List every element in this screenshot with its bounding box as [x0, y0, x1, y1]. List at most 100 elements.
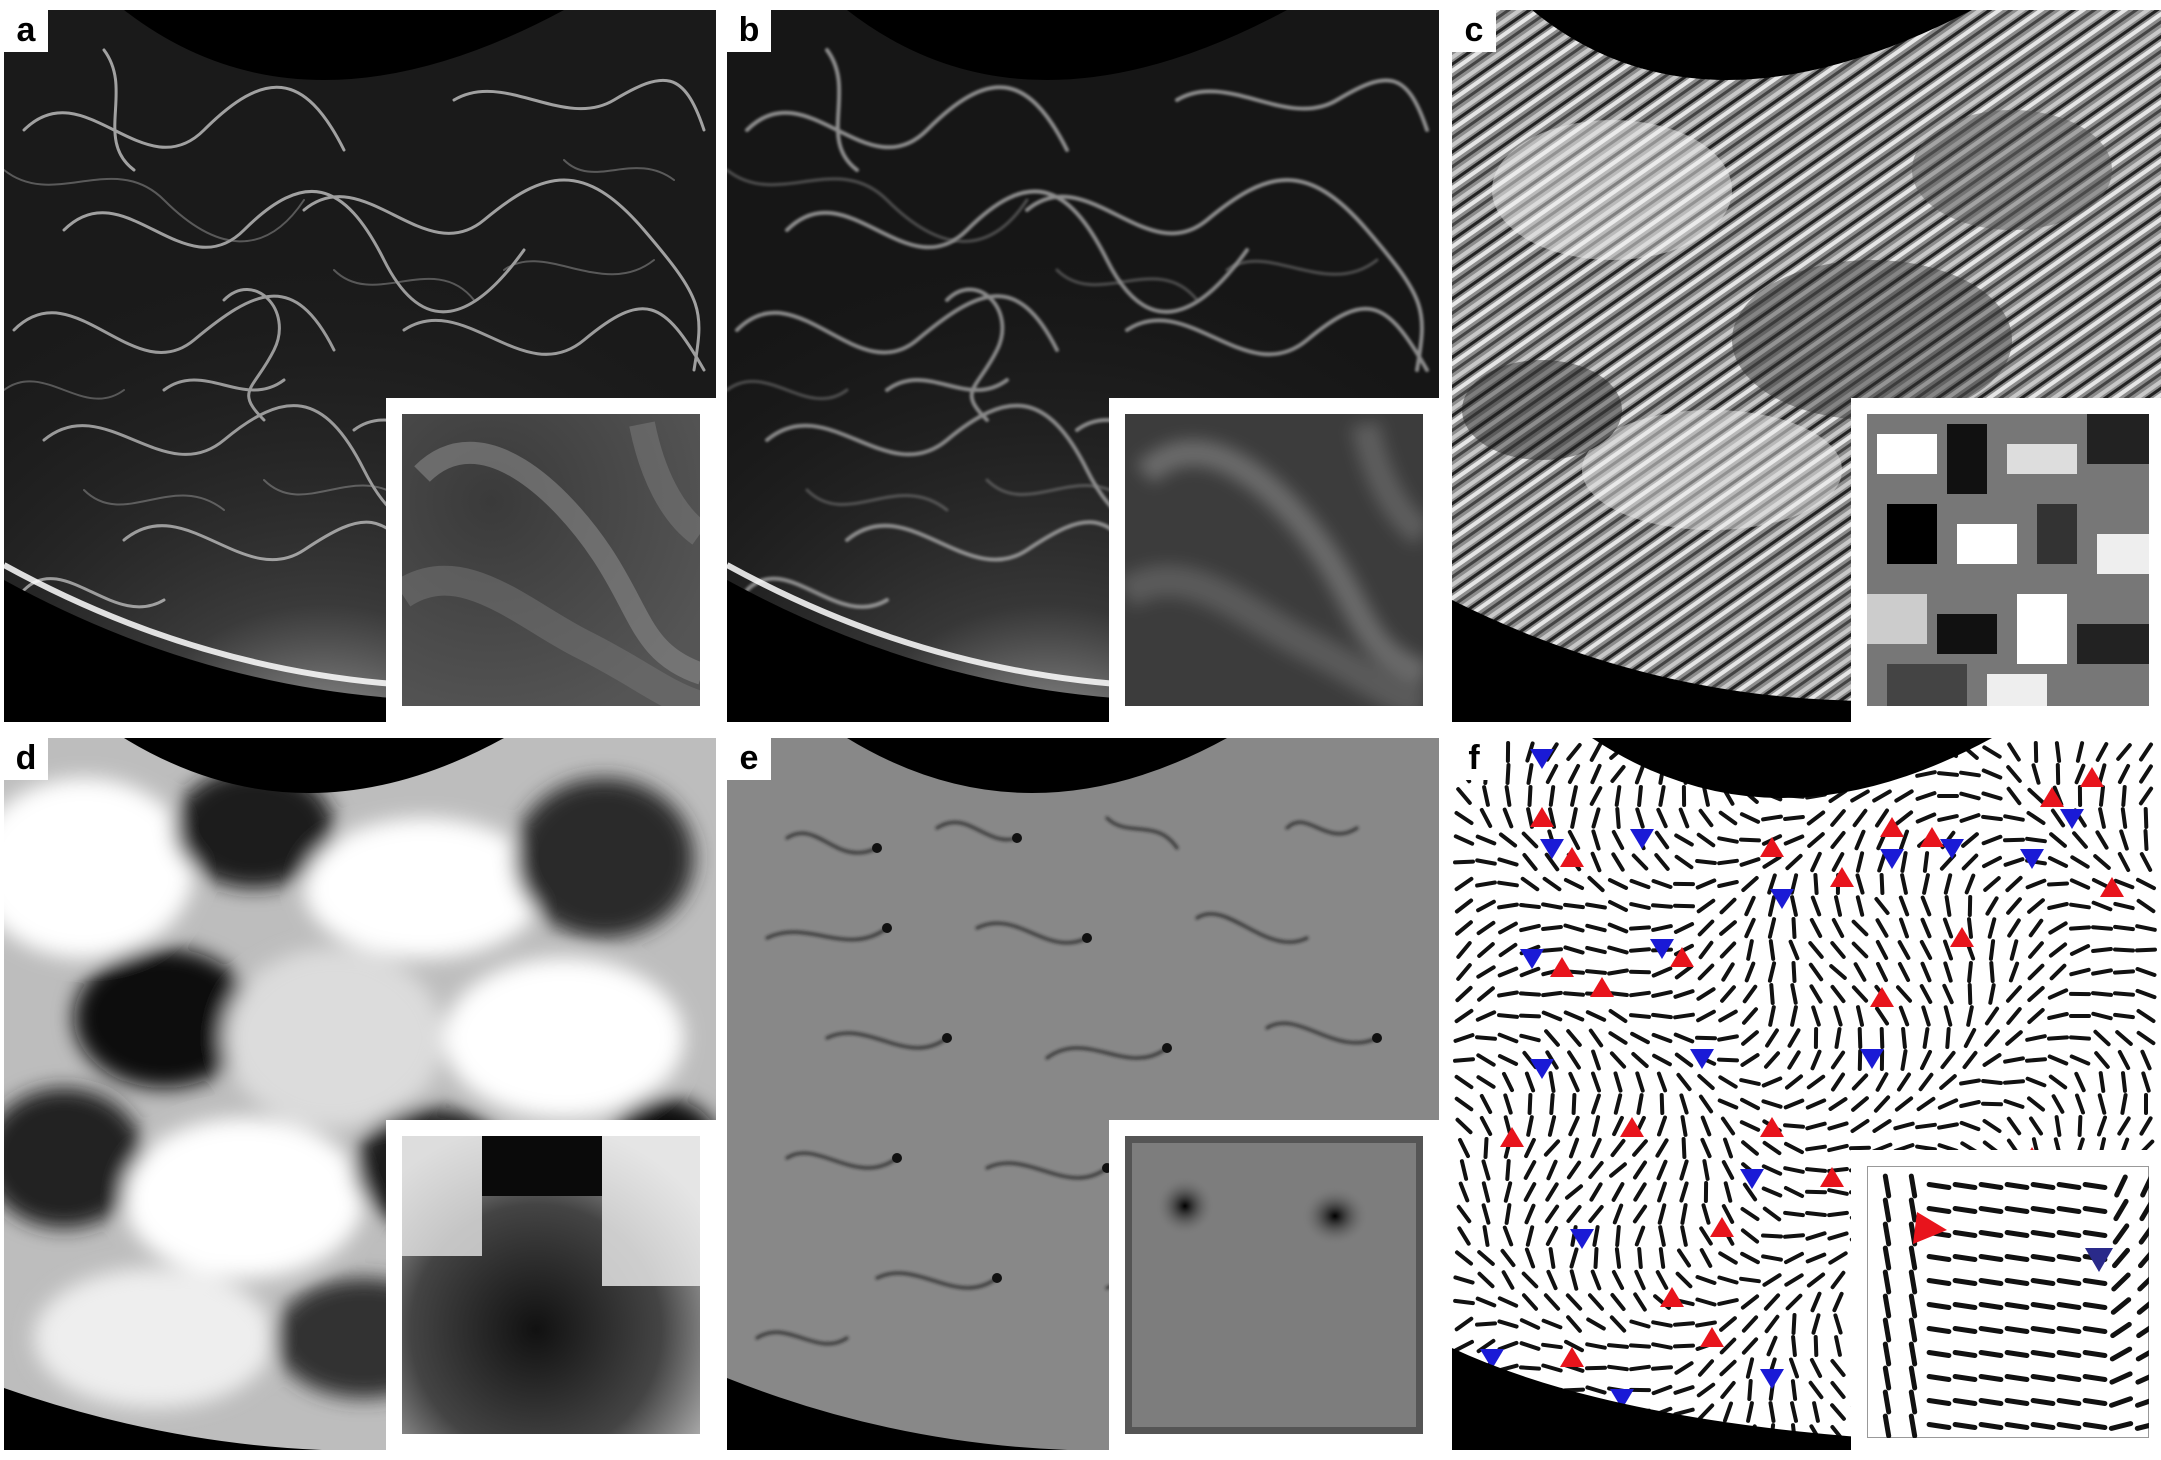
director-segment — [1526, 1115, 1534, 1137]
director-segment — [1981, 814, 2003, 822]
director-segment — [1475, 1035, 1497, 1041]
director-segment — [1673, 1012, 1695, 1020]
director-segment — [2117, 1050, 2131, 1070]
director-segment — [1721, 1160, 1735, 1180]
director-segment — [1497, 1013, 1519, 1019]
director-segment — [1633, 1160, 1647, 1180]
director-segment — [2140, 1049, 2152, 1071]
director-segment — [1943, 873, 1953, 895]
inset-director-segment — [2110, 1321, 2132, 1339]
director-segment — [2139, 764, 2153, 784]
director-segment — [1521, 831, 1539, 849]
director-segment — [1632, 1139, 1648, 1157]
director-segment — [1590, 1269, 1602, 1291]
director-segment — [1740, 1207, 1760, 1221]
director-segment — [1720, 1381, 1736, 1399]
positive-defect-marker — [1660, 1287, 1684, 1307]
inset-director-segment — [2030, 1278, 2056, 1286]
director-segment — [1590, 1137, 1602, 1159]
director-segment — [1901, 1027, 1907, 1049]
director-segment — [1746, 1401, 1754, 1423]
director-segment — [1610, 1138, 1626, 1158]
director-segment — [1675, 1271, 1693, 1289]
director-segment — [1791, 961, 1797, 983]
inset-director-segment — [1908, 1197, 1918, 1223]
director-segment — [1612, 1115, 1624, 1137]
director-segment — [2048, 942, 2068, 958]
director-segment — [1806, 810, 1826, 826]
director-segment — [1635, 1071, 1645, 1093]
negative-defect-marker — [2020, 849, 2044, 869]
director-segment — [1591, 1115, 1601, 1137]
director-segment — [1497, 857, 1519, 867]
inset-director-segment — [1926, 1302, 1952, 1310]
director-segment — [1719, 1359, 1737, 1377]
director-segment — [1615, 807, 1621, 829]
director-segment — [2007, 918, 2021, 938]
director-segment — [1966, 1005, 1974, 1027]
inset-director-segment — [1882, 1389, 1892, 1415]
director-segment — [2027, 1096, 2045, 1112]
director-segment — [1608, 900, 1628, 912]
director-segment — [1717, 858, 1739, 866]
director-segment — [1567, 764, 1581, 784]
inset-director-segment — [1978, 1398, 2004, 1406]
director-segment — [2138, 786, 2154, 806]
director-segment — [1651, 1012, 1673, 1020]
director-segment — [1791, 1313, 1797, 1335]
director-segment — [1740, 1097, 1760, 1111]
positive-defect-marker — [1710, 1217, 1734, 1237]
director-segment — [1717, 1098, 1739, 1110]
director-segment — [1657, 1115, 1667, 1137]
director-segment — [1894, 1096, 1914, 1112]
director-segment — [2094, 1051, 2110, 1069]
director-segment — [1827, 1210, 1849, 1218]
negative-defect-marker — [2060, 809, 2084, 829]
inset-image-c — [1867, 414, 2149, 706]
panel-a: a — [4, 10, 716, 722]
director-segment — [1590, 763, 1602, 785]
director-segment — [1525, 1225, 1535, 1247]
inset-director-segment — [2111, 1272, 2131, 1292]
inset-director-segment — [2114, 1174, 2128, 1198]
director-segment — [1783, 1166, 1805, 1174]
inset-director-segment — [1978, 1326, 2004, 1334]
director-segment — [1761, 1233, 1783, 1239]
inset-director-segment — [1978, 1254, 2004, 1262]
director-segment — [1740, 1053, 1760, 1067]
director-segment — [2091, 900, 2113, 912]
director-segment — [1785, 853, 1803, 871]
director-segment — [1851, 1096, 1869, 1112]
director-segment — [1527, 785, 1533, 807]
director-segment — [1915, 1144, 1937, 1152]
director-segment — [2005, 875, 2023, 893]
director-segment — [1591, 1071, 1601, 1093]
director-segment — [1674, 854, 1694, 870]
director-segment — [2093, 854, 2111, 870]
director-segment — [2136, 1009, 2156, 1023]
director-segment — [1805, 1121, 1827, 1131]
director-segment — [2003, 1099, 2025, 1109]
director-segment — [2135, 967, 2157, 977]
inset-director-segment — [1952, 1422, 1978, 1430]
inset-director-segment — [1926, 1374, 1952, 1382]
director-segment — [1476, 920, 1496, 936]
director-segment — [1563, 923, 1585, 933]
inset-director-segment — [2137, 1276, 2149, 1292]
director-segment — [1591, 807, 1601, 829]
director-segment — [2074, 1071, 2086, 1093]
director-segment — [2049, 832, 2067, 848]
director-segment — [1482, 1225, 1490, 1247]
inset-director-segment — [2136, 1325, 2149, 1339]
director-segment — [1761, 814, 1783, 822]
inset-director-segment — [2136, 1301, 2149, 1315]
director-segment — [1873, 1095, 1891, 1113]
director-segment — [1765, 1028, 1779, 1048]
inset-director-segment — [2004, 1206, 2030, 1214]
director-segment — [1851, 941, 1869, 959]
director-segment — [2009, 939, 2019, 961]
director-segment — [1611, 830, 1625, 850]
director-segment — [2120, 807, 2128, 829]
director-segment — [1830, 831, 1846, 849]
director-segment — [1806, 1074, 1826, 1090]
